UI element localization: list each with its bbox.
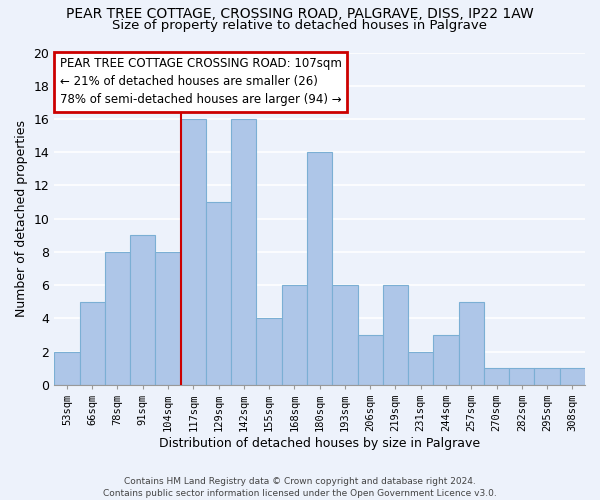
- Bar: [509, 368, 535, 385]
- Bar: [231, 119, 256, 385]
- Bar: [484, 368, 509, 385]
- Bar: [458, 302, 484, 385]
- Bar: [332, 285, 358, 385]
- Text: PEAR TREE COTTAGE CROSSING ROAD: 107sqm
← 21% of detached houses are smaller (26: PEAR TREE COTTAGE CROSSING ROAD: 107sqm …: [59, 58, 341, 106]
- Bar: [383, 285, 408, 385]
- Bar: [80, 302, 105, 385]
- Bar: [181, 119, 206, 385]
- Bar: [155, 252, 181, 385]
- Text: Contains HM Land Registry data © Crown copyright and database right 2024.
Contai: Contains HM Land Registry data © Crown c…: [103, 476, 497, 498]
- Text: PEAR TREE COTTAGE, CROSSING ROAD, PALGRAVE, DISS, IP22 1AW: PEAR TREE COTTAGE, CROSSING ROAD, PALGRA…: [66, 8, 534, 22]
- Bar: [105, 252, 130, 385]
- Bar: [560, 368, 585, 385]
- X-axis label: Distribution of detached houses by size in Palgrave: Distribution of detached houses by size …: [159, 437, 480, 450]
- Bar: [408, 352, 433, 385]
- Bar: [130, 236, 155, 385]
- Bar: [358, 335, 383, 385]
- Bar: [54, 352, 80, 385]
- Bar: [433, 335, 458, 385]
- Bar: [282, 285, 307, 385]
- Bar: [206, 202, 231, 385]
- Bar: [535, 368, 560, 385]
- Bar: [307, 152, 332, 385]
- Bar: [256, 318, 282, 385]
- Text: Size of property relative to detached houses in Palgrave: Size of property relative to detached ho…: [113, 18, 487, 32]
- Y-axis label: Number of detached properties: Number of detached properties: [15, 120, 28, 317]
